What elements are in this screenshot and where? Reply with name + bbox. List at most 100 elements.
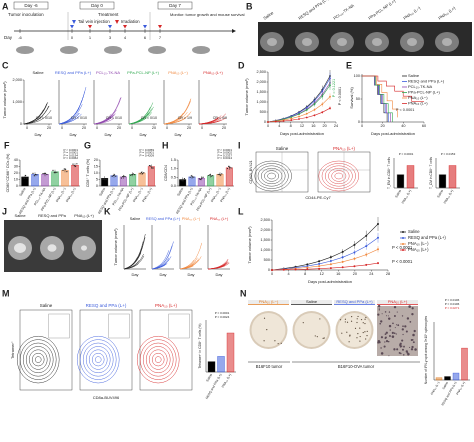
label: Tumor inoculation (8, 12, 44, 17)
spot (406, 351, 409, 354)
spot (378, 307, 380, 309)
group-label: RESQ and PPa (L+) (297, 0, 330, 21)
x-tick-label: PNA₁₀ (L+) (455, 381, 466, 396)
panel-label: N (240, 288, 247, 298)
x-tick-label: 0 (61, 126, 63, 130)
x-tick-label: 24 (334, 124, 338, 128)
spot (351, 316, 353, 318)
spot (302, 322, 304, 324)
label: Tetramer⁺ (10, 341, 15, 359)
panel-label: J (2, 206, 7, 216)
spot (384, 333, 387, 335)
x-tick-label: Saline (394, 189, 402, 199)
survival-curve (362, 75, 424, 102)
header-bar (248, 300, 289, 304)
label: Day (187, 272, 194, 277)
point (33, 175, 35, 177)
spot (377, 313, 380, 316)
y-tick-label: 40 (14, 158, 18, 162)
spot (266, 329, 268, 331)
contour (22, 342, 54, 377)
icon (143, 25, 147, 29)
label: Tumor volume (mm³) (113, 228, 118, 266)
spot (360, 318, 363, 321)
group-label: Saline (262, 10, 275, 21)
spot (388, 324, 392, 328)
point (22, 176, 24, 178)
y-tick-label: 1,500 (256, 90, 266, 94)
label: -6 (18, 35, 22, 40)
x-tick-label: Saline (441, 381, 449, 391)
spot (316, 336, 318, 338)
y-tick-label: 0.5 (171, 175, 176, 179)
point (43, 172, 45, 175)
label: Days post-administration (371, 131, 415, 136)
x-tick-label: 0 (166, 126, 168, 130)
curve (58, 100, 83, 125)
spot (344, 321, 346, 323)
spot (377, 340, 381, 343)
spot (403, 354, 405, 356)
group-label: Saline (276, 146, 289, 151)
tumor-image (81, 245, 87, 251)
group-label: Saline (40, 303, 53, 308)
x-tick-label: 0 (201, 126, 203, 130)
label: P < 0.0001 (63, 148, 78, 152)
y-tick-label: 100 (354, 74, 360, 78)
point (228, 165, 230, 167)
point (180, 179, 182, 181)
y-tick-label: 1.0 (171, 167, 176, 171)
label: CD8a-BUV496 (93, 395, 120, 400)
spot (263, 317, 266, 319)
spot (396, 311, 398, 313)
point (217, 173, 219, 176)
spot (356, 318, 358, 320)
point (102, 178, 104, 180)
curve (163, 111, 192, 125)
curve (198, 117, 227, 125)
y-tick-label: 2,000 (260, 228, 270, 232)
tumor-image (47, 244, 57, 252)
y-tick-label: 2,500 (256, 70, 266, 74)
group-label: PCL₁₀-TK-NA (96, 70, 120, 75)
group-label: Saline (306, 299, 318, 304)
spot (411, 345, 414, 349)
spot (409, 321, 412, 323)
y-tick-label: 1,000 (256, 100, 266, 104)
spot (404, 325, 407, 328)
contour (142, 342, 174, 377)
x-tick-label: PNA₁₀ (L+) (221, 373, 232, 389)
bar (226, 332, 235, 373)
group-label: RESQ and PPa (38, 213, 67, 218)
label: P = 0.0001 (399, 152, 414, 156)
label: P = 0.0271 (445, 306, 460, 310)
label: Day (209, 132, 216, 137)
point (200, 178, 202, 181)
group-label: RESQ and PPa (L+) (336, 299, 373, 304)
group-label: RESQ and PPa (L+) (55, 70, 92, 75)
point (104, 179, 106, 181)
contour (151, 352, 165, 367)
x-tick-label: Saline (98, 187, 106, 197)
x-tick-label: 20 (82, 126, 86, 130)
spot (362, 322, 364, 324)
curve (23, 106, 47, 125)
point (103, 178, 105, 180)
point (112, 174, 114, 176)
label: P = 0.0106 (445, 302, 460, 306)
curve (163, 98, 192, 125)
x-tick-label: 20 (323, 124, 327, 128)
label: Day (69, 132, 76, 137)
spot (398, 351, 401, 354)
panel-label: I (238, 140, 241, 150)
mouse-icon (192, 46, 210, 54)
label: Day (4, 35, 13, 40)
legend-label: PCL₁₀-TK-NA (408, 84, 432, 89)
label: P = 0.0059 (139, 148, 154, 152)
spot (362, 331, 364, 334)
tumor-image (14, 243, 26, 253)
label: T_CM in CD8⁺ T cells (429, 157, 433, 189)
bar (435, 377, 443, 381)
contour (91, 352, 105, 367)
